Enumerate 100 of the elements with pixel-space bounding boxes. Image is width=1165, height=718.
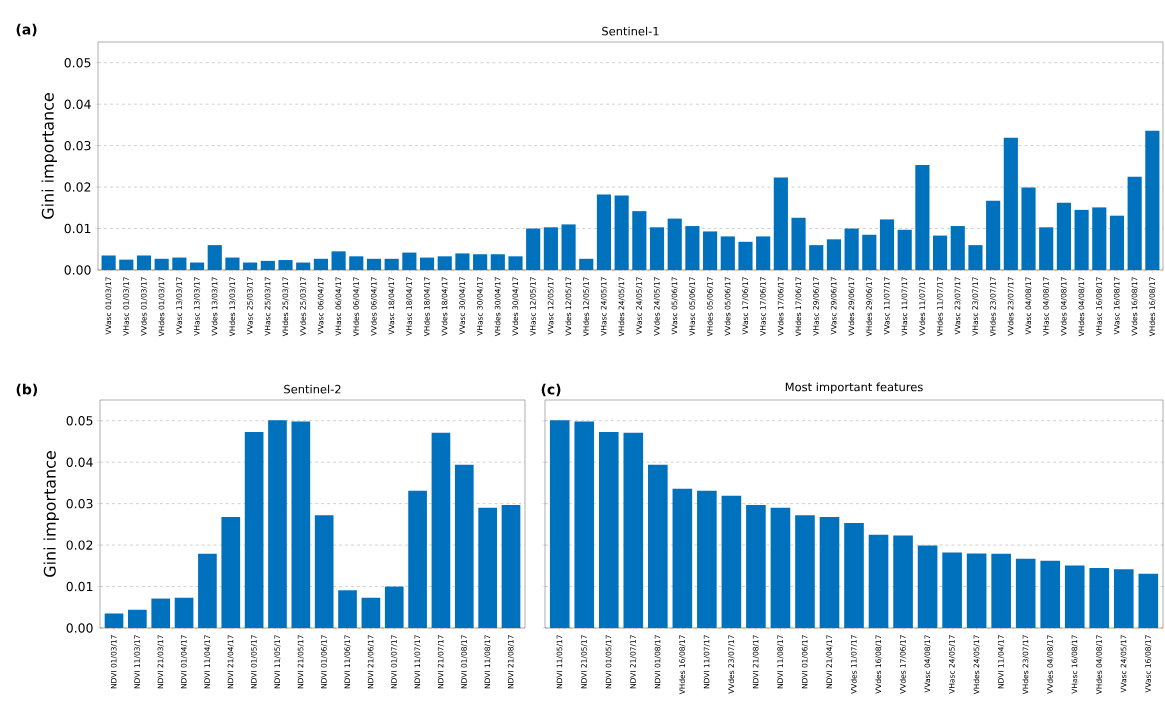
bar [296, 262, 311, 270]
bar [897, 229, 912, 270]
bar [574, 421, 595, 628]
bar [579, 258, 594, 270]
bar [338, 590, 357, 628]
bar [268, 420, 287, 628]
bar [314, 515, 334, 628]
bar [384, 258, 399, 270]
bar [402, 252, 417, 270]
bar [331, 251, 346, 270]
bar [623, 432, 644, 628]
y-tick-label: 0.01 [66, 581, 93, 592]
bar [198, 553, 217, 628]
bar [648, 464, 668, 628]
bar [1039, 227, 1054, 270]
bar [968, 245, 983, 270]
bar [685, 226, 700, 270]
y-tick-label: 0.04 [66, 457, 93, 467]
bar [172, 257, 187, 270]
bar [868, 534, 889, 628]
bar [826, 239, 841, 270]
bar [844, 228, 859, 270]
bar [119, 259, 134, 270]
bar [543, 227, 558, 270]
y-tick-label: 0.05 [66, 416, 93, 426]
bar [104, 613, 124, 628]
bar [632, 211, 647, 270]
bar [746, 504, 766, 628]
y-tick-label: 0.03 [66, 498, 93, 509]
bar [672, 488, 693, 628]
bar [408, 490, 427, 628]
bar [809, 245, 824, 270]
bar [478, 507, 497, 628]
bar [361, 597, 381, 628]
bar [819, 516, 840, 628]
bar [501, 504, 521, 628]
bar [1092, 207, 1107, 270]
bar [151, 598, 171, 628]
bar [1113, 569, 1134, 628]
bar [738, 241, 753, 270]
bar [915, 165, 930, 270]
bar [419, 257, 435, 270]
bar [454, 464, 474, 628]
bar [1074, 209, 1089, 270]
bar [966, 553, 987, 628]
bar [1015, 558, 1036, 628]
bar [697, 490, 717, 628]
chart-title: Sentinel-2 [284, 384, 341, 394]
y-tick-label: 0.03 [64, 140, 91, 151]
bar [291, 421, 311, 628]
bar [1056, 202, 1071, 270]
bar [1127, 176, 1142, 270]
bar [221, 516, 241, 628]
bar [431, 432, 451, 628]
y-tick-label: 0.02 [64, 182, 91, 192]
bar [260, 260, 275, 270]
y-tick-label: 0.00 [64, 265, 91, 275]
bar [366, 258, 382, 270]
y-tick-label: 0.02 [66, 540, 93, 550]
bar [1138, 573, 1159, 628]
bar [136, 255, 152, 270]
bar [1089, 567, 1110, 628]
bar [598, 431, 619, 628]
bar [667, 218, 682, 270]
bar [893, 535, 913, 628]
bar [773, 177, 788, 270]
bar [991, 553, 1011, 628]
bar [756, 236, 771, 270]
bar [795, 515, 815, 628]
bar [207, 245, 222, 270]
bar [549, 420, 570, 628]
bar [384, 586, 404, 628]
bar [189, 262, 205, 270]
bar [313, 258, 328, 270]
bar [561, 224, 576, 270]
bar [278, 260, 293, 270]
bar [862, 234, 877, 270]
bar [1040, 560, 1061, 628]
bar [225, 257, 240, 270]
bar [473, 254, 488, 270]
y-tick-label: 0.01 [64, 223, 91, 234]
chart-title: Sentinel-1 [602, 26, 659, 36]
chart-title: Most important features [785, 382, 923, 394]
bar [244, 431, 264, 628]
y-axis-title: Gini importance [41, 93, 57, 219]
bar [490, 254, 505, 270]
bar [455, 253, 470, 270]
bar [1109, 215, 1125, 270]
bar [101, 255, 116, 270]
bar [596, 194, 612, 270]
y-tick-label: 0.00 [66, 623, 93, 633]
bar [879, 219, 895, 270]
bar [1003, 137, 1018, 270]
bar [791, 217, 806, 270]
y-axis-title: Gini importance [43, 451, 59, 577]
bar [917, 545, 938, 628]
bar [154, 258, 169, 270]
bar [174, 597, 194, 628]
bar [703, 231, 718, 270]
bar [986, 200, 1001, 270]
